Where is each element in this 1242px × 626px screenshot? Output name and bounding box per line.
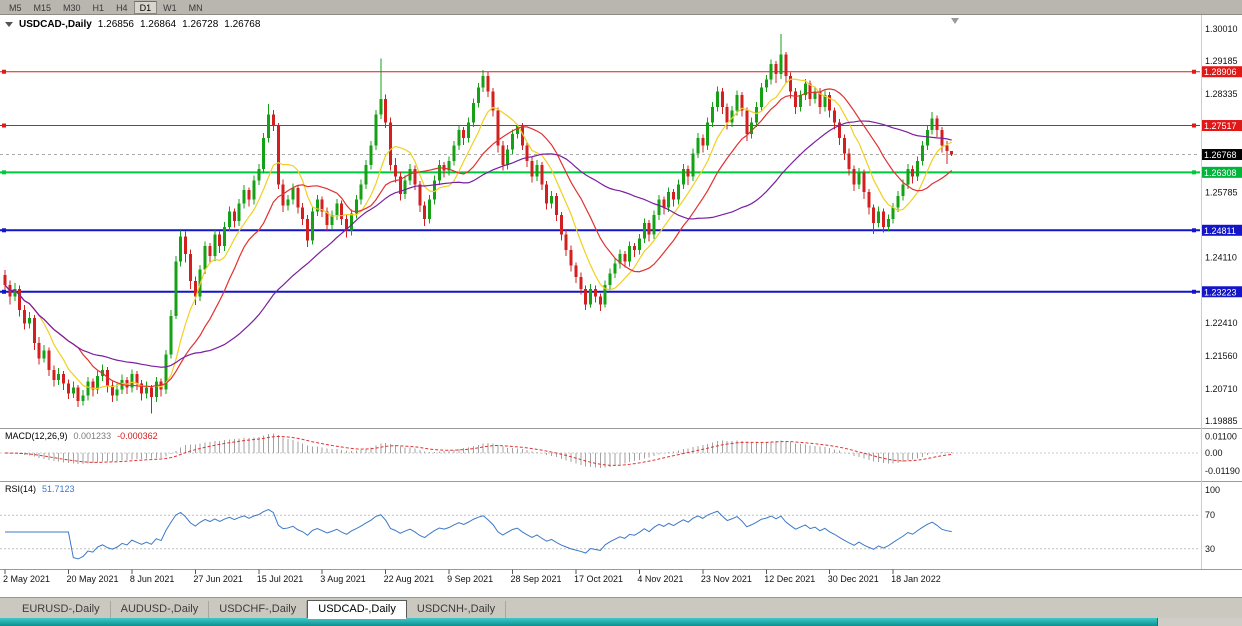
level-handle[interactable] xyxy=(2,289,6,294)
price-tick-label: 1.24110 xyxy=(1205,252,1237,262)
price-badge-resistance-lower xyxy=(1202,120,1242,132)
price-badge-value: 1.24811 xyxy=(1204,226,1236,236)
date-label: 18 Jan 2022 xyxy=(891,574,941,584)
chart-canvas[interactable]: 1.30010 1.29185 1.28335 1.25785 1.24110 1.224… xyxy=(0,15,1242,597)
date-label: 30 Dec 2021 xyxy=(828,574,879,584)
level-handle[interactable] xyxy=(1192,289,1196,294)
chart-tabs: EURUSD-,Daily AUDUSD-,Daily USDCHF-,Dail… xyxy=(0,597,1242,619)
horizontal-levels[interactable] xyxy=(0,69,1200,294)
horizontal-scrollbar-thumb[interactable] xyxy=(0,618,1158,626)
macd-axis-label: 0.00 xyxy=(1205,448,1223,458)
level-handle[interactable] xyxy=(1192,69,1196,74)
price-tick-label: 1.30010 xyxy=(1205,24,1238,34)
timeframe-toolbar: M5 M15 M30 H1 H4 D1 W1 MN xyxy=(0,0,1242,15)
price-tick-label: 1.28335 xyxy=(1205,89,1238,99)
date-label: 15 Jul 2021 xyxy=(257,574,304,584)
tab-usdchf-daily[interactable]: USDCHF-,Daily xyxy=(209,601,308,618)
level-handle[interactable] xyxy=(1192,170,1196,175)
price-tick-label: 1.25785 xyxy=(1205,188,1238,198)
level-handle[interactable] xyxy=(2,123,6,128)
date-label: 4 Nov 2021 xyxy=(637,574,683,584)
timeframe-button-w1[interactable]: W1 xyxy=(163,2,177,13)
price-badge-value: 1.27517 xyxy=(1204,121,1237,131)
timeframe-button-d1[interactable]: D1 xyxy=(133,0,158,14)
timeframe-button-h4[interactable]: H4 xyxy=(116,2,128,13)
price-badge-value: 1.26768 xyxy=(1204,150,1237,160)
ma-slow-line xyxy=(4,120,952,368)
macd-axis-label: 0.01100 xyxy=(1205,432,1237,442)
date-label: 23 Nov 2021 xyxy=(701,574,752,584)
tab-eurusd-daily[interactable]: EURUSD-,Daily xyxy=(12,601,111,618)
price-tick-label: 1.21560 xyxy=(1205,351,1238,361)
price-tick-label: 1.20710 xyxy=(1205,384,1238,394)
timeframe-button-mn[interactable]: MN xyxy=(188,2,203,13)
rsi-axis-label: 100 xyxy=(1205,485,1220,495)
rsi-line xyxy=(5,508,952,560)
ma-fast-line xyxy=(4,78,953,390)
date-label: 3 Aug 2021 xyxy=(320,574,366,584)
date-label: 28 Sep 2021 xyxy=(511,574,562,584)
tab-usdcnh-daily[interactable]: USDCNH-,Daily xyxy=(407,601,507,618)
date-label: 12 Dec 2021 xyxy=(764,574,815,584)
tab-audusd-daily[interactable]: AUDUSD-,Daily xyxy=(111,601,210,618)
horizontal-scrollbar-track[interactable] xyxy=(0,618,1242,626)
price-badge-support-blue-lower xyxy=(1202,286,1242,298)
date-label: 20 May 2021 xyxy=(66,574,118,584)
price-badge-value: 1.28906 xyxy=(1204,67,1237,77)
level-handle[interactable] xyxy=(2,228,6,233)
price-badge-current-price xyxy=(1202,149,1242,161)
date-label: 2 May 2021 xyxy=(3,574,50,584)
level-handle[interactable] xyxy=(2,170,6,175)
price-tick-label: 1.29185 xyxy=(1205,56,1238,66)
timeframe-button-m15[interactable]: M15 xyxy=(33,2,52,13)
price-badge-support-green xyxy=(1202,166,1242,178)
date-label: 27 Jun 2021 xyxy=(193,574,243,584)
price-chart-svg: 1.30010 1.29185 1.28335 1.25785 1.24110 1.224… xyxy=(0,15,1242,584)
date-label: 9 Sep 2021 xyxy=(447,574,493,584)
price-tick-label: 1.22410 xyxy=(1205,318,1238,328)
level-handle[interactable] xyxy=(1192,228,1196,233)
ma-mid-line xyxy=(4,88,953,388)
timeframe-button-m5[interactable]: M5 xyxy=(9,2,22,13)
price-badge-value: 1.23223 xyxy=(1204,287,1237,297)
price-tick-label: 1.19885 xyxy=(1205,416,1238,426)
macd-histogram xyxy=(9,433,953,469)
date-label: 22 Aug 2021 xyxy=(384,574,435,584)
timeframe-button-m30[interactable]: M30 xyxy=(63,2,81,13)
tab-usdcad-daily[interactable]: USDCAD-,Daily xyxy=(307,600,407,619)
rsi-axis-label: 70 xyxy=(1205,510,1215,520)
level-handle[interactable] xyxy=(2,69,6,74)
price-badge-support-blue-upper xyxy=(1202,224,1242,236)
macd-axis-label: -0.01190 xyxy=(1205,466,1240,476)
price-badge-resistance-upper xyxy=(1202,66,1242,78)
candlestick-series xyxy=(3,34,954,414)
timeframe-button-h1[interactable]: H1 xyxy=(92,2,105,13)
date-label: 17 Oct 2021 xyxy=(574,574,623,584)
rsi-axis-label: 30 xyxy=(1205,544,1215,554)
date-label: 8 Jun 2021 xyxy=(130,574,175,584)
level-handle[interactable] xyxy=(1192,123,1196,128)
price-badge-value: 1.26308 xyxy=(1204,168,1237,178)
chart-shift-marker-icon xyxy=(951,18,959,24)
